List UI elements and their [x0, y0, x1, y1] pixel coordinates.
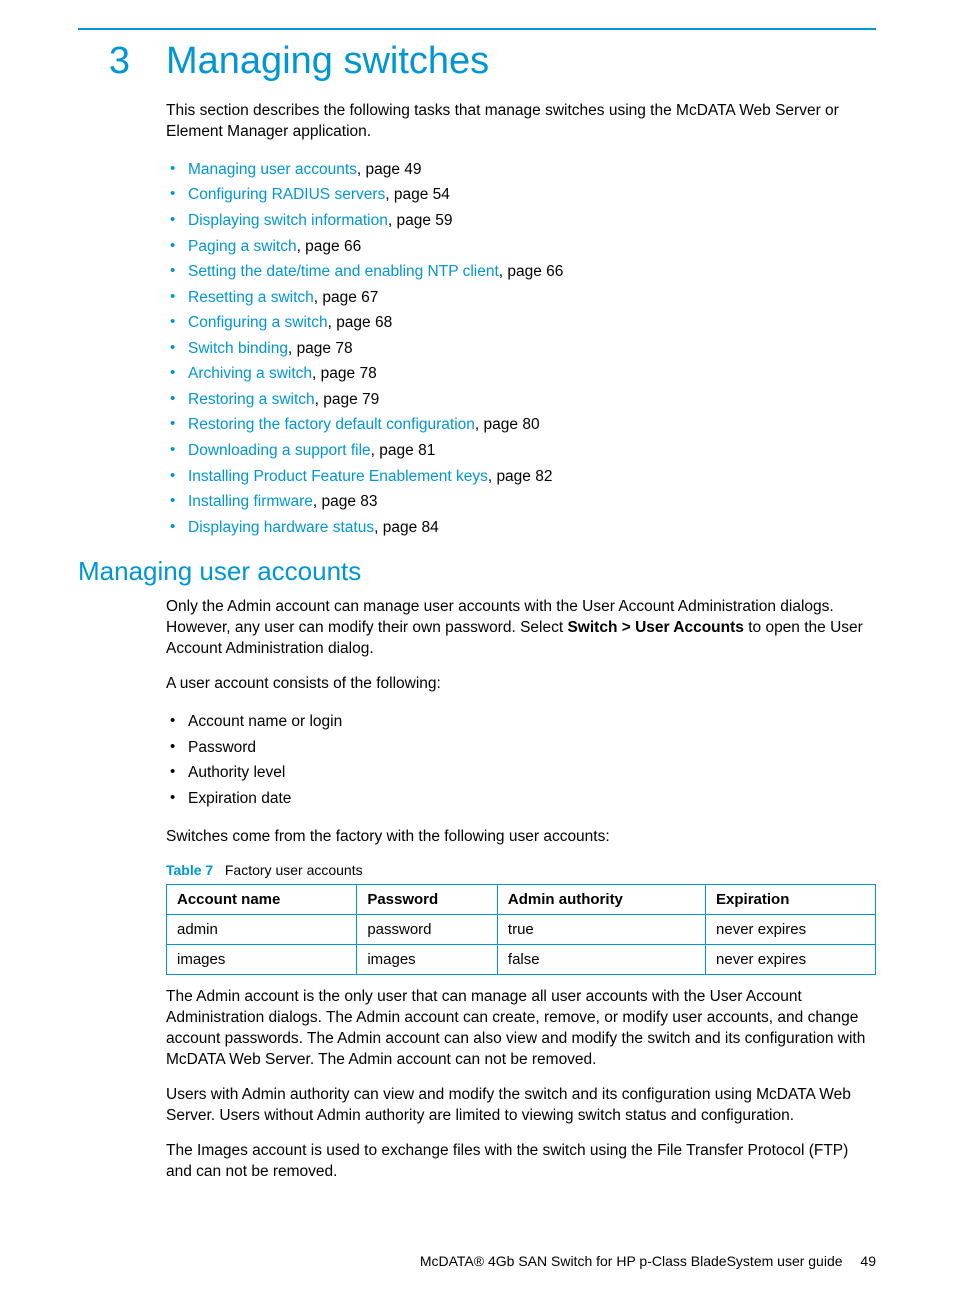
toc-item: Installing firmware, page 83: [166, 489, 876, 515]
toc-page-ref: , page 81: [371, 442, 436, 459]
toc-page-ref: , page 79: [315, 391, 380, 408]
page-footer: McDATA® 4Gb SAN Switch for HP p-Class Bl…: [78, 1253, 876, 1269]
factory-accounts-table: Account namePasswordAdmin authorityExpir…: [166, 884, 876, 975]
toc-list: Managing user accounts, page 49Configuri…: [166, 157, 876, 540]
toc-item: Restoring a switch, page 79: [166, 387, 876, 413]
toc-item: Setting the date/time and enabling NTP c…: [166, 259, 876, 285]
chapter-number: 3: [78, 40, 130, 83]
intro-paragraph: This section describes the following tas…: [166, 101, 876, 143]
toc-page-ref: , page 66: [499, 263, 564, 280]
toc-item: Paging a switch, page 66: [166, 234, 876, 260]
chapter-header: 3 Managing switches: [78, 40, 876, 83]
components-list: Account name or loginPasswordAuthority l…: [166, 709, 876, 811]
section-p3: Switches come from the factory with the …: [166, 827, 876, 848]
toc-link[interactable]: Configuring RADIUS servers: [188, 186, 385, 203]
toc-link[interactable]: Managing user accounts: [188, 161, 357, 178]
section-p6: The Images account is used to exchange f…: [166, 1141, 876, 1183]
toc-item: Configuring RADIUS servers, page 54: [166, 182, 876, 208]
section-p1: Only the Admin account can manage user a…: [166, 597, 876, 660]
section-heading: Managing user accounts: [78, 556, 876, 587]
page-container: 3 Managing switches This section describ…: [0, 0, 954, 1309]
top-rule: [78, 28, 876, 30]
table-row: imagesimagesfalsenever expires: [167, 945, 876, 975]
table-cell: never expires: [706, 945, 876, 975]
toc-link[interactable]: Paging a switch: [188, 238, 297, 255]
table-caption-label: Table 7: [166, 862, 213, 878]
toc-item: Resetting a switch, page 67: [166, 285, 876, 311]
footer-page-number: 49: [860, 1253, 876, 1269]
table-cell: images: [357, 945, 498, 975]
toc-item: Archiving a switch, page 78: [166, 361, 876, 387]
toc-link[interactable]: Configuring a switch: [188, 314, 328, 331]
toc-item: Installing Product Feature Enablement ke…: [166, 464, 876, 490]
toc-item: Configuring a switch, page 68: [166, 310, 876, 336]
toc-link[interactable]: Installing Product Feature Enablement ke…: [188, 468, 488, 485]
toc-item: Managing user accounts, page 49: [166, 157, 876, 183]
table-column-header: Password: [357, 885, 498, 915]
toc-item: Downloading a support file, page 81: [166, 438, 876, 464]
toc-link[interactable]: Resetting a switch: [188, 289, 314, 306]
section-p5: Users with Admin authority can view and …: [166, 1085, 876, 1127]
toc-item: Restoring the factory default configurat…: [166, 412, 876, 438]
intro-block: This section describes the following tas…: [166, 101, 876, 540]
toc-page-ref: , page 78: [312, 365, 377, 382]
toc-item: Displaying hardware status, page 84: [166, 515, 876, 541]
toc-page-ref: , page 83: [313, 493, 378, 510]
toc-page-ref: , page 54: [385, 186, 450, 203]
footer-title: McDATA® 4Gb SAN Switch for HP p-Class Bl…: [420, 1253, 843, 1269]
table-cell: true: [497, 915, 705, 945]
table-column-header: Expiration: [706, 885, 876, 915]
section-p2: A user account consists of the following…: [166, 674, 876, 695]
toc-link[interactable]: Switch binding: [188, 340, 288, 357]
section-body: Only the Admin account can manage user a…: [166, 597, 876, 1182]
component-item: Expiration date: [166, 786, 876, 812]
table-cell: false: [497, 945, 705, 975]
toc-link[interactable]: Setting the date/time and enabling NTP c…: [188, 263, 499, 280]
table-cell: password: [357, 915, 498, 945]
toc-link[interactable]: Restoring a switch: [188, 391, 315, 408]
component-item: Account name or login: [166, 709, 876, 735]
table-row: adminpasswordtruenever expires: [167, 915, 876, 945]
toc-page-ref: , page 67: [314, 289, 379, 306]
toc-page-ref: , page 80: [475, 416, 540, 433]
toc-page-ref: , page 68: [328, 314, 393, 331]
toc-link[interactable]: Displaying switch information: [188, 212, 388, 229]
toc-item: Switch binding, page 78: [166, 336, 876, 362]
component-item: Authority level: [166, 760, 876, 786]
table-header-row: Account namePasswordAdmin authorityExpir…: [167, 885, 876, 915]
toc-link[interactable]: Restoring the factory default configurat…: [188, 416, 475, 433]
toc-item: Displaying switch information, page 59: [166, 208, 876, 234]
table-cell: images: [167, 945, 357, 975]
table-caption-text: Factory user accounts: [225, 862, 363, 878]
table-column-header: Admin authority: [497, 885, 705, 915]
toc-page-ref: , page 82: [488, 468, 553, 485]
toc-link[interactable]: Displaying hardware status: [188, 519, 374, 536]
toc-page-ref: , page 66: [297, 238, 362, 255]
table-caption: Table 7 Factory user accounts: [166, 862, 876, 878]
toc-page-ref: , page 59: [388, 212, 453, 229]
toc-link[interactable]: Archiving a switch: [188, 365, 312, 382]
table-cell: admin: [167, 915, 357, 945]
toc-link[interactable]: Downloading a support file: [188, 442, 371, 459]
toc-page-ref: , page 78: [288, 340, 353, 357]
section-p4: The Admin account is the only user that …: [166, 987, 876, 1071]
menu-path: Switch > User Accounts: [567, 619, 743, 636]
toc-link[interactable]: Installing firmware: [188, 493, 313, 510]
table-cell: never expires: [706, 915, 876, 945]
chapter-title: Managing switches: [166, 40, 489, 83]
component-item: Password: [166, 735, 876, 761]
table-column-header: Account name: [167, 885, 357, 915]
toc-page-ref: , page 84: [374, 519, 439, 536]
toc-page-ref: , page 49: [357, 161, 422, 178]
